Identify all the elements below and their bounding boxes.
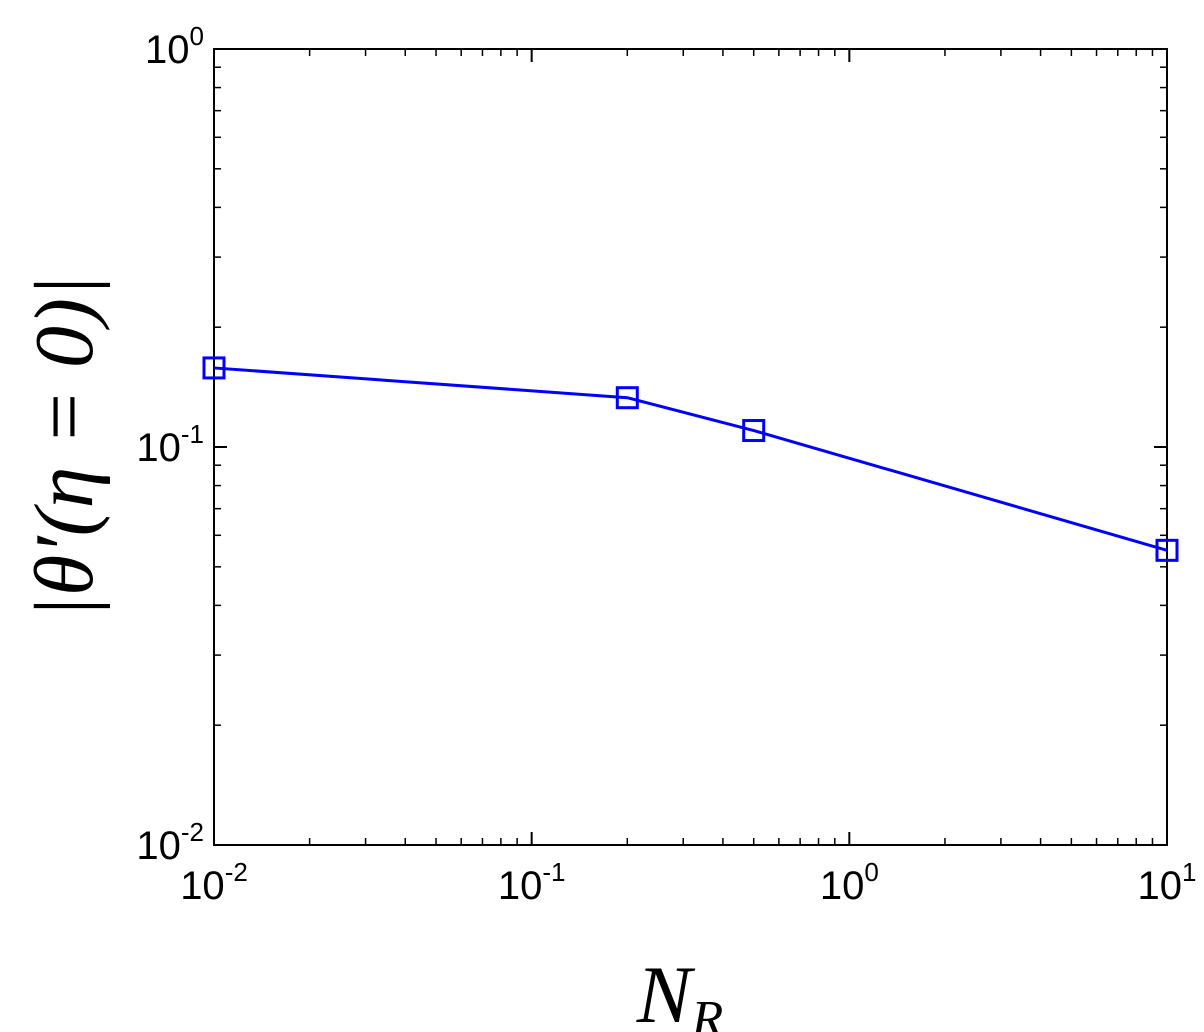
plot-frame — [213, 48, 1168, 846]
series-line — [213, 366, 1168, 552]
x-tick-label: 10-2 — [180, 857, 248, 908]
x-tick-label: 10-1 — [498, 857, 566, 908]
data-point-marker — [615, 386, 639, 410]
major-ticks — [213, 48, 1168, 846]
y-tick-label: 100 — [145, 21, 204, 72]
y-tick-label: 10-1 — [136, 419, 204, 470]
minor-ticks — [214, 49, 1167, 845]
y-tick-labels: 10-2 10-1 100 — [136, 21, 204, 868]
data-point-marker — [742, 419, 766, 443]
series-layer — [202, 356, 1179, 562]
x-tick-label: 100 — [820, 857, 879, 908]
x-axis-title-base: N — [636, 949, 696, 1032]
data-point-marker — [202, 356, 226, 380]
x-tick-labels: 10-2 10-1 100 101 — [180, 857, 1196, 908]
y-axis-title: |θ′(η = 0)| — [18, 275, 111, 619]
data-point-marker — [1155, 538, 1179, 562]
y-tick-label: 10-2 — [136, 817, 204, 868]
x-axis-title-sub: R — [690, 991, 723, 1032]
x-tick-label: 101 — [1138, 857, 1197, 908]
x-axis-title: NR — [636, 949, 723, 1032]
